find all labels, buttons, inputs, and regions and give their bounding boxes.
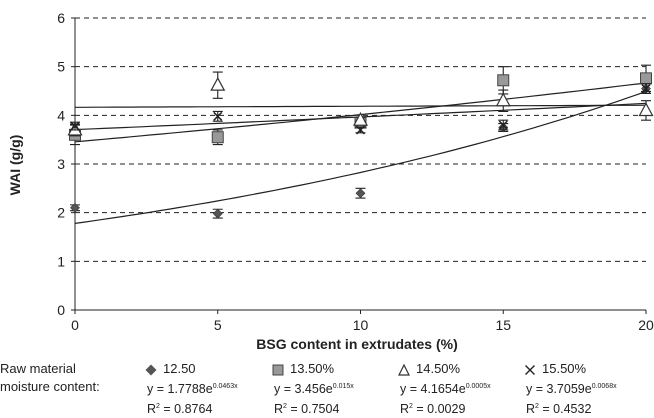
legend-series-4-equation: y = 3.7059e0.0068x (526, 382, 617, 396)
data-point-s4-p3 (355, 125, 366, 135)
chart: 0 1 2 3 4 5 6 0 5 10 15 20 WAI (g/g) BSG content in… (7, 10, 654, 352)
x-tick-label-5: 5 (214, 317, 222, 333)
x-axis-label: BSG content in extrudates (%) (256, 336, 457, 352)
data-point-s2-p4 (497, 74, 510, 87)
tick-labels: 0 1 2 3 4 5 6 0 5 10 15 20 (57, 10, 654, 333)
data-point-s1-p2 (212, 208, 223, 219)
legend-series-4-name: 15.50% (542, 361, 587, 376)
y-tick-label-5: 5 (57, 59, 65, 75)
legend-series-2-name: 13.50% (290, 361, 335, 376)
x-tick-label-10: 10 (353, 317, 369, 333)
y-tick-label-4: 4 (57, 107, 65, 123)
legend-series-4-r2: R2 = 0.4532 (526, 402, 592, 416)
y-tick-label-2: 2 (57, 205, 65, 221)
legend-series-2: 13.50% y = 3.456e0.015x R2 = 0.7504 (272, 360, 354, 418)
square-marker-icon (272, 363, 284, 376)
legend-series-3-name: 14.50% (416, 361, 461, 376)
legend-series-1-equation: y = 1.7788e0.0463x (147, 382, 238, 396)
y-tick-label-6: 6 (57, 10, 65, 26)
x-tick-label-20: 20 (638, 317, 654, 333)
x-tick-label-0: 0 (71, 317, 79, 333)
data-point-s3-p4 (495, 92, 511, 107)
data-point-s4-p2 (213, 111, 223, 121)
trend-line-3 (75, 104, 647, 108)
legend-series-1-name: 12.50 (163, 361, 196, 376)
x-tick-label-15: 15 (495, 317, 511, 333)
legend-title: Raw material moisture content: (0, 361, 100, 394)
legend-series-3-equation: y = 4.1654e0.0005x (400, 382, 491, 396)
y-axis-label: WAI (g/g) (7, 135, 23, 196)
axes (71, 17, 647, 314)
data-point-s1-p3 (355, 188, 366, 199)
data-point-s3-p3 (352, 111, 369, 126)
legend-series-2-r2: R2 = 0.7504 (274, 402, 340, 416)
legend: Raw material moisture content: 12.50 y =… (0, 356, 654, 417)
data-point-s4-p5 (641, 84, 651, 94)
y-tick-label-0: 0 (57, 302, 65, 318)
y-tick-label-3: 3 (57, 156, 65, 172)
data-point-s2-p5 (640, 72, 652, 85)
data-point-s4-p4 (498, 120, 508, 130)
triangle-marker-icon (398, 363, 410, 376)
diamond-marker-icon (145, 363, 157, 376)
trend-line-1 (74, 90, 647, 224)
trend-lines (74, 82, 647, 224)
legend-series-2-equation: y = 3.456e0.015x (274, 382, 354, 396)
data-point-s2-p2 (211, 131, 224, 144)
cross-marker-icon (524, 363, 536, 375)
data-marks (67, 64, 654, 219)
legend-series-1-r2: R2 = 0.8764 (147, 402, 213, 416)
legend-series-3-r2: R2 = 0.0029 (400, 402, 466, 416)
data-point-s3-p2 (210, 76, 226, 91)
data-point-s3-p5 (638, 102, 654, 117)
legend-series-1: 12.50 y = 1.7788e0.0463x R2 = 0.8764 (145, 360, 238, 418)
data-point-s1-p1 (70, 202, 80, 213)
legend-series-4: 15.50% y = 3.7059e0.0068x R2 = 0.4532 (524, 360, 617, 418)
y-tick-label-1: 1 (57, 253, 65, 269)
data-point-s4-p1 (70, 121, 80, 131)
grid-lines (75, 17, 646, 262)
legend-series-3: 14.50% y = 4.1654e0.0005x R2 = 0.0029 (398, 360, 491, 418)
